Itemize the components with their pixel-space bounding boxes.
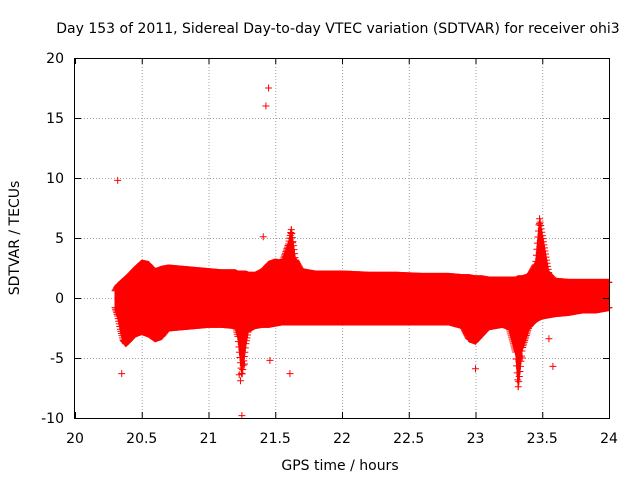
band-marker bbox=[543, 259, 551, 267]
outlier-marker bbox=[536, 220, 544, 228]
band-marker bbox=[522, 333, 530, 341]
band-marker bbox=[239, 366, 247, 374]
x-tick-label: 22.5 bbox=[393, 431, 424, 447]
sdtvar-markers bbox=[111, 84, 613, 420]
band-marker bbox=[515, 373, 523, 381]
band-marker bbox=[522, 331, 530, 339]
band-marker bbox=[537, 225, 545, 233]
outlier-marker bbox=[549, 362, 557, 370]
band-marker bbox=[538, 232, 546, 240]
x-axis-label: GPS time / hours bbox=[281, 458, 398, 474]
band-marker bbox=[240, 353, 248, 361]
band-marker bbox=[243, 331, 251, 339]
outlier-marker bbox=[472, 365, 479, 373]
band-marker bbox=[242, 337, 250, 345]
band-marker bbox=[287, 228, 295, 236]
band-marker bbox=[238, 370, 246, 378]
band-marker bbox=[241, 348, 249, 356]
outlier-marker bbox=[238, 412, 246, 420]
x-tick-label: 23.5 bbox=[527, 431, 558, 447]
band-marker bbox=[542, 253, 550, 261]
outlier-marker bbox=[518, 354, 526, 362]
y-tick-label: -10 bbox=[41, 411, 64, 427]
band-marker bbox=[518, 347, 526, 355]
band-marker bbox=[520, 338, 528, 346]
band-marker bbox=[516, 367, 524, 375]
band-marker bbox=[519, 342, 527, 350]
band-marker bbox=[243, 334, 251, 342]
y-axis-label: SDTVAR / TECUs bbox=[7, 181, 23, 296]
outlier-marker bbox=[259, 233, 267, 241]
outlier-marker bbox=[265, 84, 273, 92]
band-marker bbox=[541, 250, 549, 258]
band-marker bbox=[544, 262, 552, 270]
outlier-marker bbox=[235, 371, 243, 379]
outlier-marker bbox=[289, 239, 297, 247]
band-marker bbox=[521, 337, 529, 345]
x-tick-label: 22 bbox=[333, 431, 351, 447]
band-marker bbox=[239, 361, 247, 369]
band-marker bbox=[538, 228, 546, 236]
y-tick-label: 5 bbox=[55, 231, 64, 247]
band-marker bbox=[242, 340, 250, 348]
x-tick-label: 24 bbox=[600, 431, 618, 447]
outlier-marker bbox=[114, 176, 122, 184]
x-tick-labels: 20 20.5 21 21.5 22 22.5 23 23.5 24 bbox=[66, 431, 618, 447]
x-tick-label: 21.5 bbox=[260, 431, 291, 447]
band-marker bbox=[520, 340, 528, 348]
outlier-marker bbox=[241, 360, 249, 368]
band-marker bbox=[540, 241, 548, 249]
band-marker bbox=[523, 328, 531, 336]
band-marker bbox=[290, 246, 298, 254]
band-marker bbox=[516, 362, 524, 370]
outlier-marker bbox=[545, 335, 553, 343]
band-marker bbox=[241, 344, 249, 352]
x-tick-label: 20.5 bbox=[126, 431, 157, 447]
band-marker bbox=[541, 247, 549, 255]
band-marker bbox=[244, 328, 252, 336]
y-tick-label: 15 bbox=[46, 111, 64, 127]
band-marker bbox=[515, 378, 523, 386]
y-tick-label: 20 bbox=[46, 51, 64, 67]
x-tick-label: 21 bbox=[200, 431, 218, 447]
band-marker bbox=[521, 335, 529, 343]
x-tick-label: 20 bbox=[66, 431, 84, 447]
band-marker bbox=[536, 218, 544, 226]
outlier-marker bbox=[286, 370, 294, 378]
chart-title: Day 153 of 2011, Sidereal Day-to-day VTE… bbox=[56, 21, 619, 37]
outlier-marker bbox=[262, 102, 270, 110]
outlier-marker bbox=[287, 229, 295, 237]
band-marker bbox=[240, 357, 248, 365]
band-marker bbox=[539, 238, 547, 246]
y-tick-labels: -10 -5 0 5 10 15 20 bbox=[41, 51, 64, 427]
band-marker bbox=[290, 250, 298, 258]
band-marker bbox=[524, 326, 532, 334]
y-tick-label: 10 bbox=[46, 171, 64, 187]
band-marker bbox=[539, 235, 547, 243]
outlier-marker bbox=[237, 377, 245, 385]
x-tick-label: 23 bbox=[467, 431, 485, 447]
band-marker bbox=[514, 383, 522, 391]
y-tick-label: -5 bbox=[50, 351, 64, 367]
y-tick-label: 0 bbox=[55, 291, 64, 307]
band-marker bbox=[518, 344, 526, 352]
band-marker bbox=[543, 256, 551, 264]
grid-lines bbox=[75, 58, 609, 418]
band-marker bbox=[517, 357, 525, 365]
axis-ticks bbox=[75, 58, 610, 419]
band-marker bbox=[544, 265, 552, 273]
band-marker bbox=[540, 244, 548, 252]
outlier-marker bbox=[266, 356, 274, 364]
outlier-marker bbox=[118, 370, 126, 378]
band-marker bbox=[523, 330, 531, 338]
